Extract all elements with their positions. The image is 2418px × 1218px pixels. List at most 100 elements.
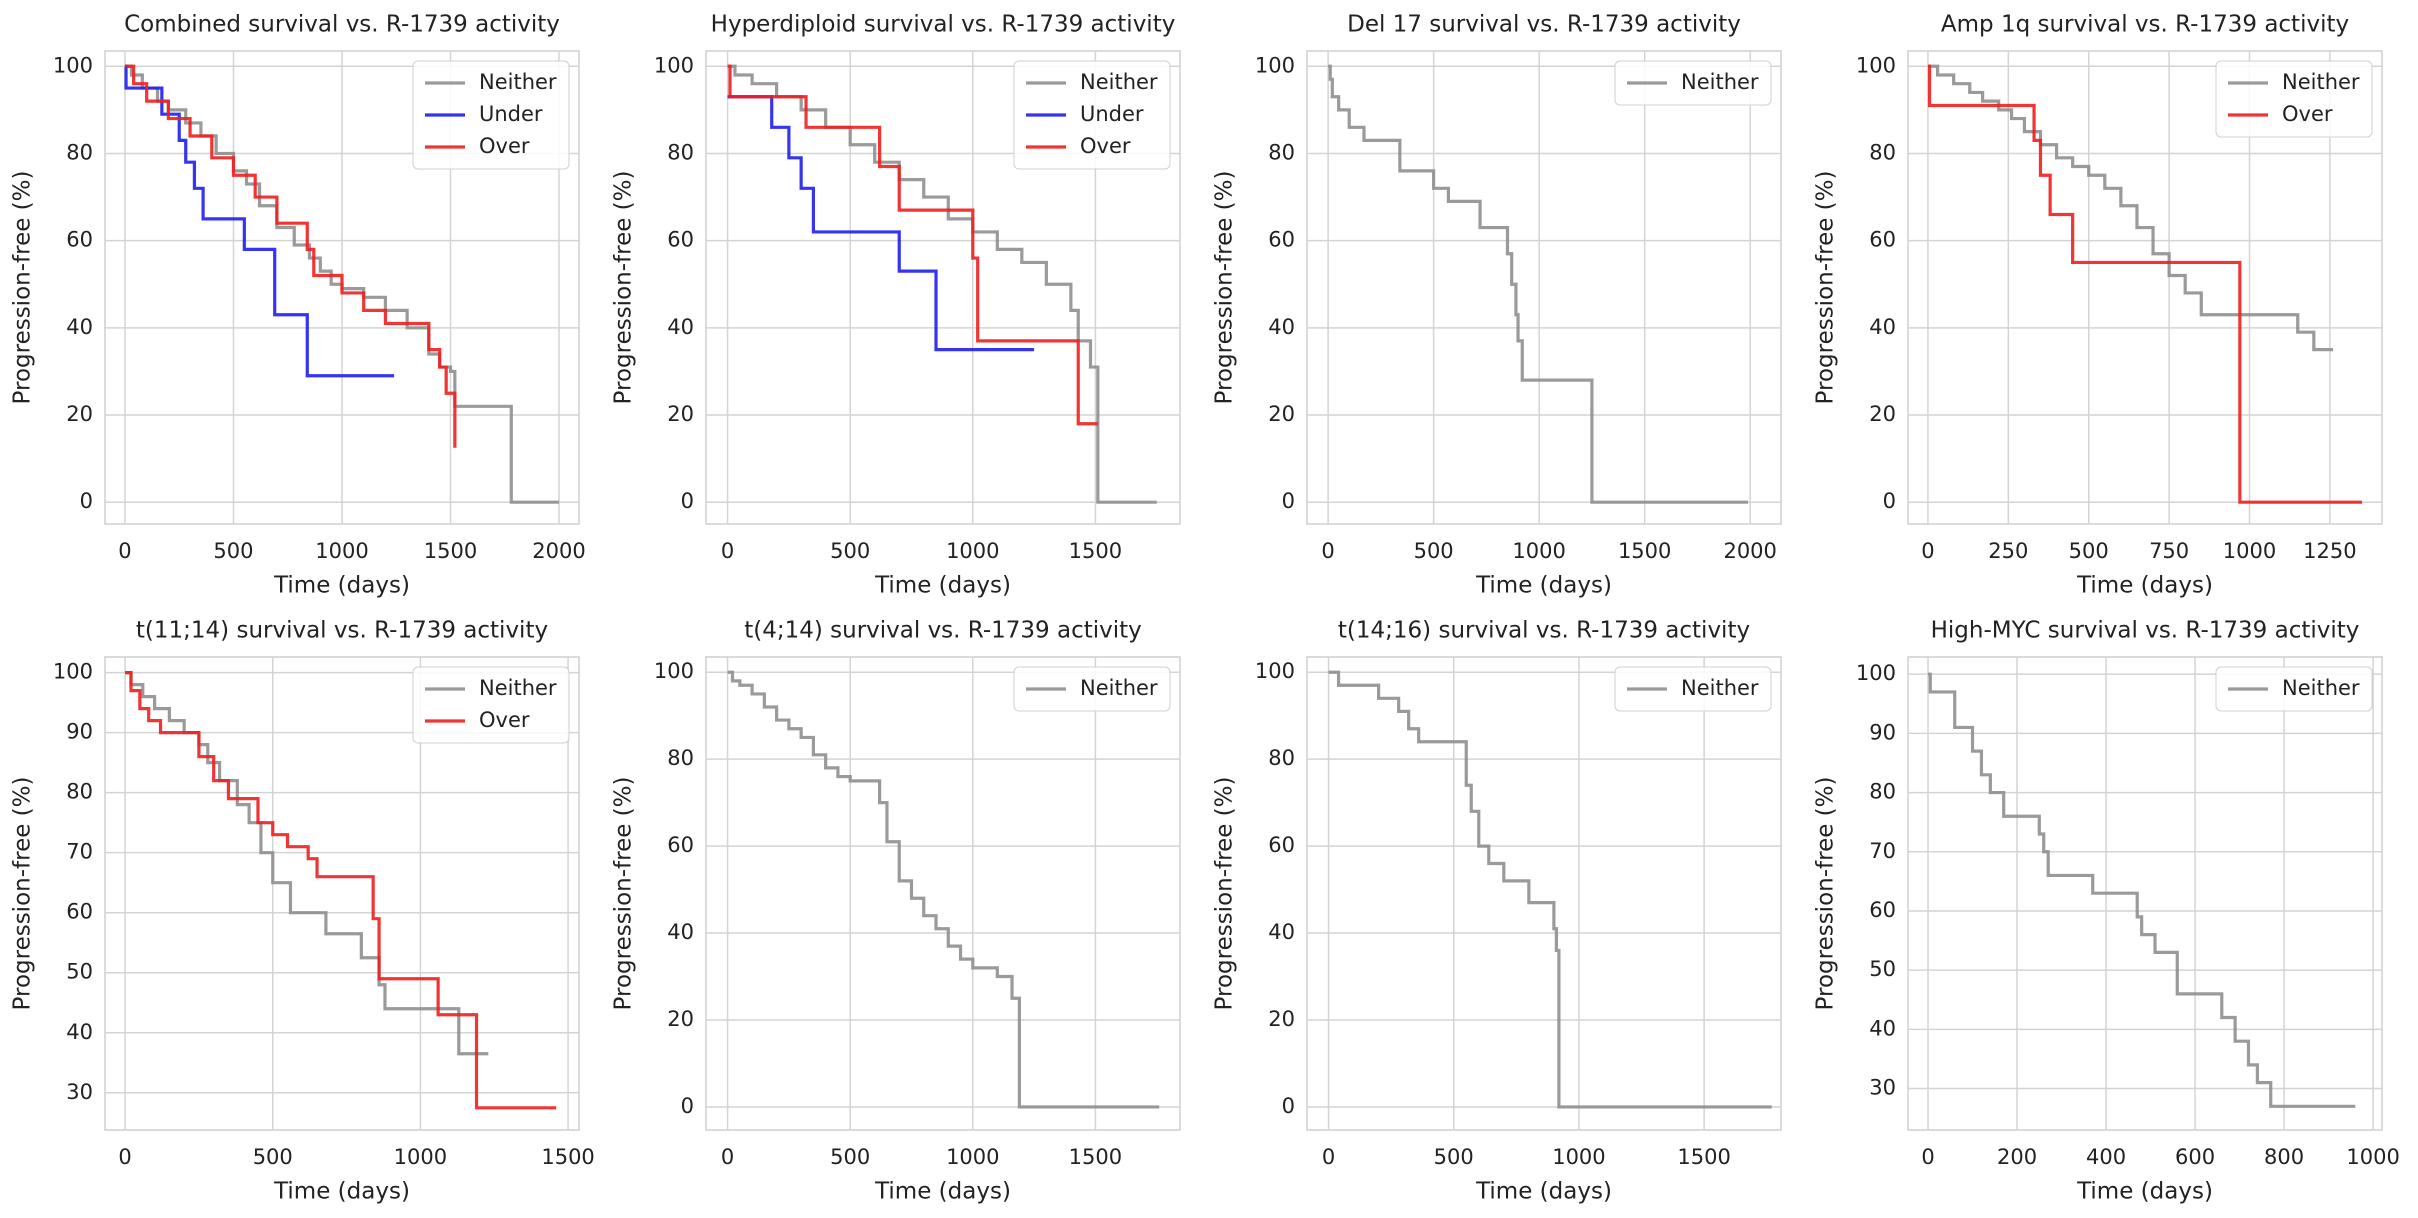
x-tick-label: 250 xyxy=(1988,539,2028,563)
y-axis-label: Progression-free (%) xyxy=(10,171,36,405)
y-tick-label: 60 xyxy=(1268,228,1295,252)
legend-box xyxy=(1614,666,1772,712)
y-tick-label: 60 xyxy=(66,900,93,924)
legend-box xyxy=(412,60,570,170)
legend-box xyxy=(2215,666,2373,712)
x-tick-label: 500 xyxy=(1434,1145,1474,1169)
y-tick-label: 70 xyxy=(66,840,93,864)
x-axis-label: Time (days) xyxy=(273,573,410,599)
y-tick-label: 60 xyxy=(66,228,93,252)
x-axis-label: Time (days) xyxy=(1475,573,1612,599)
y-tick-label: 80 xyxy=(1268,140,1295,164)
x-axis-label: Time (days) xyxy=(874,1179,1011,1205)
y-tick-label: 20 xyxy=(1869,402,1896,426)
legend-label: Neither xyxy=(2282,676,2360,700)
legend-box xyxy=(1614,60,1772,106)
plot-area xyxy=(1306,656,1782,1131)
y-tick-label: 0 xyxy=(1883,489,1896,513)
x-axis-label: Time (days) xyxy=(1475,1179,1612,1205)
legend-label: Over xyxy=(479,708,530,732)
y-tick-label: 60 xyxy=(1268,833,1295,857)
x-tick-label: 0 xyxy=(1921,1145,1934,1169)
x-tick-label: 400 xyxy=(2086,1145,2126,1169)
y-tick-label: 20 xyxy=(667,402,694,426)
y-tick-label: 80 xyxy=(66,140,93,164)
plot-area xyxy=(705,656,1181,1131)
y-tick-label: 30 xyxy=(1869,1076,1896,1100)
legend-label: Neither xyxy=(2282,70,2360,94)
x-tick-label: 500 xyxy=(2069,539,2109,563)
y-tick-label: 80 xyxy=(66,780,93,804)
x-tick-label: 1500 xyxy=(1069,1145,1122,1169)
y-tick-label: 40 xyxy=(66,1020,93,1044)
y-tick-label: 100 xyxy=(1255,53,1295,77)
y-tick-label: 40 xyxy=(667,920,694,944)
x-tick-label: 0 xyxy=(118,539,131,563)
y-tick-label: 0 xyxy=(1282,1094,1295,1118)
x-tick-label: 1000 xyxy=(1512,539,1565,563)
y-tick-label: 0 xyxy=(681,1094,694,1118)
y-tick-label: 100 xyxy=(53,660,93,684)
chart-title: Amp 1q survival vs. R-1739 activity xyxy=(1941,12,2349,38)
y-tick-label: 60 xyxy=(1869,228,1896,252)
y-tick-label: 40 xyxy=(667,315,694,339)
y-tick-label: 20 xyxy=(667,1007,694,1031)
legend-label: Neither xyxy=(1080,70,1158,94)
y-tick-label: 90 xyxy=(66,720,93,744)
y-tick-label: 80 xyxy=(1869,140,1896,164)
chart-title: Combined survival vs. R-1739 activity xyxy=(124,12,560,38)
y-tick-label: 60 xyxy=(667,833,694,857)
legend-box xyxy=(412,666,570,744)
survival-line xyxy=(727,670,1160,1109)
x-tick-label: 500 xyxy=(1414,539,1454,563)
legend-label: Over xyxy=(1080,134,1131,158)
x-tick-label: 750 xyxy=(2149,539,2189,563)
legend-label: Neither xyxy=(1681,70,1759,94)
y-tick-label: 100 xyxy=(1856,53,1896,77)
y-tick-label: 40 xyxy=(66,315,93,339)
x-tick-label: 600 xyxy=(2175,1145,2215,1169)
x-tick-label: 1000 xyxy=(394,1145,447,1169)
y-tick-label: 0 xyxy=(681,489,694,513)
y-axis-label: Progression-free (%) xyxy=(10,777,36,1011)
x-tick-label: 1000 xyxy=(946,1145,999,1169)
y-tick-label: 60 xyxy=(1869,898,1896,922)
legend-label: Under xyxy=(1080,102,1144,126)
x-tick-label: 0 xyxy=(1921,539,1934,563)
x-tick-label: 1500 xyxy=(1677,1145,1730,1169)
x-axis-label: Time (days) xyxy=(273,1179,410,1205)
x-tick-label: 2000 xyxy=(532,539,585,563)
survival-line xyxy=(1328,64,1749,504)
survival-line xyxy=(1928,672,2356,1108)
x-tick-label: 0 xyxy=(721,1145,734,1169)
legend-label: Under xyxy=(479,102,543,126)
x-tick-label: 1250 xyxy=(2303,539,2356,563)
y-tick-label: 90 xyxy=(1869,720,1896,744)
y-tick-label: 70 xyxy=(1869,839,1896,863)
x-tick-label: 0 xyxy=(118,1145,131,1169)
y-tick-label: 50 xyxy=(1869,957,1896,981)
survival-line xyxy=(125,671,557,1110)
y-tick-label: 20 xyxy=(1268,1007,1295,1031)
plot-area xyxy=(1306,50,1782,525)
y-tick-label: 60 xyxy=(667,228,694,252)
y-tick-label: 100 xyxy=(654,53,694,77)
y-axis-label: Progression-free (%) xyxy=(611,777,637,1011)
x-axis-label: Time (days) xyxy=(2076,573,2213,599)
x-tick-label: 800 xyxy=(2264,1145,2304,1169)
survival-line xyxy=(1328,670,1772,1109)
survival-line xyxy=(1927,64,2334,352)
y-tick-label: 100 xyxy=(654,659,694,683)
y-tick-label: 80 xyxy=(667,140,694,164)
y-tick-label: 80 xyxy=(1268,746,1295,770)
y-tick-label: 100 xyxy=(1255,659,1295,683)
y-tick-label: 80 xyxy=(667,746,694,770)
legend-label: Neither xyxy=(479,676,557,700)
legend-label: Neither xyxy=(479,70,557,94)
x-tick-label: 1000 xyxy=(946,539,999,563)
legend-label: Neither xyxy=(1080,676,1158,700)
survival-line xyxy=(124,64,457,448)
chart-title: High-MYC survival vs. R-1739 activity xyxy=(1931,618,2360,644)
